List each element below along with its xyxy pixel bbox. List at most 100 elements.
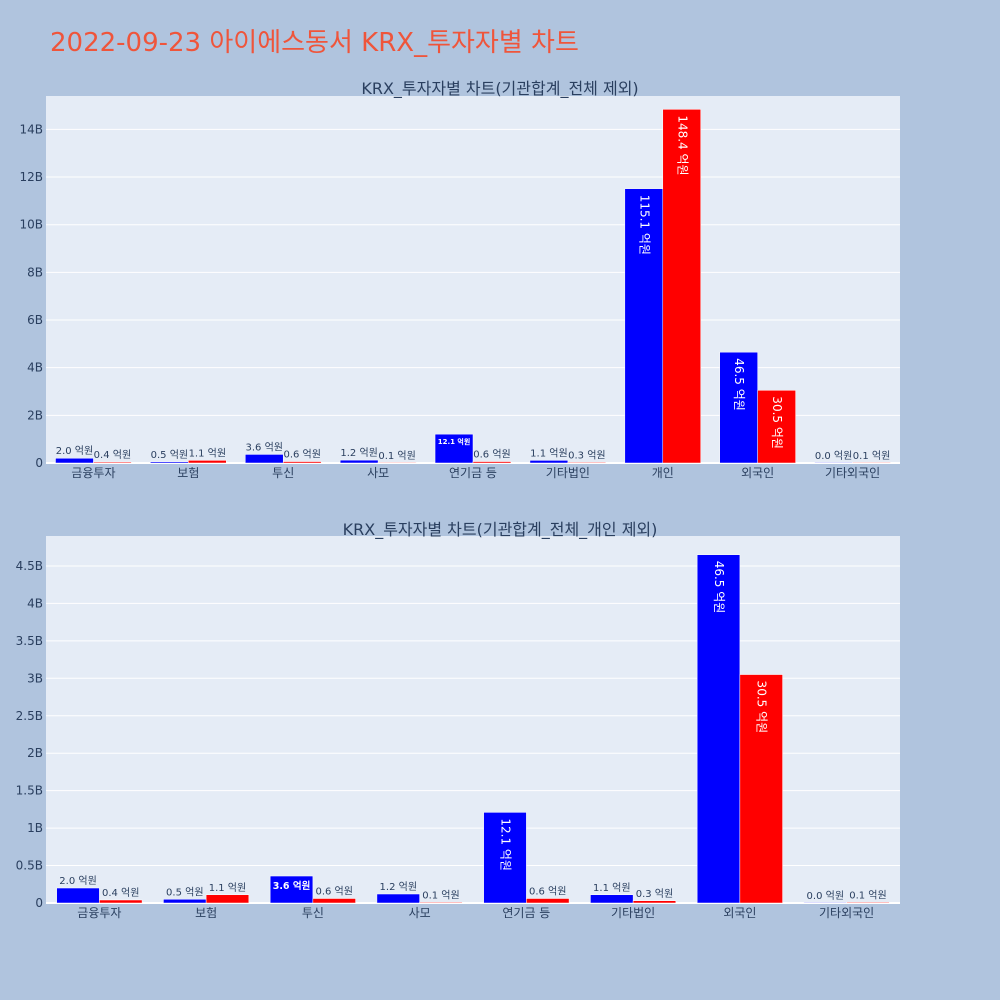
x-tick-label: 기타법인: [611, 906, 655, 920]
page-title: 2022-09-23 아이에스동서 KRX_투자자별 차트: [50, 28, 579, 58]
bar-data-label: 3.6 억원: [246, 441, 283, 453]
y-tick-label: 4B: [27, 596, 43, 610]
x-tick-label: 보험: [195, 906, 217, 920]
bar-data-label: 12.1 억원: [438, 437, 471, 446]
bar: [846, 902, 890, 904]
bar-data-label: 46.5 억원: [712, 561, 726, 614]
bar-data-label: 30.5 억원: [770, 396, 784, 449]
bar: [852, 462, 891, 464]
bar-data-label: 0.0 억원: [807, 890, 844, 902]
y-tick-label: 2.5B: [16, 709, 43, 723]
bar: [377, 462, 417, 464]
bar-data-label: 3.6 억원: [273, 880, 311, 892]
bar: [803, 902, 847, 904]
bar-data-label: 2.0 억원: [56, 445, 93, 457]
y-tick-label: 3B: [27, 671, 43, 685]
bar-data-label: 0.4 억원: [102, 887, 139, 899]
chart-title: KRX_투자자별 차트(기관합계_전체_개인 제외): [343, 520, 658, 540]
chart-title: KRX_투자자별 차트(기관합계_전체 제외): [361, 79, 638, 99]
x-tick-label: 기타외국인: [825, 466, 880, 480]
bar-data-label: 0.1 억원: [849, 889, 886, 901]
bar: [419, 902, 463, 904]
bar-data-label: 1.1 억원: [209, 882, 246, 894]
x-tick-label: 금융투자: [71, 466, 115, 480]
bar-data-label: 46.5 억원: [732, 358, 746, 411]
bar-data-label: 1.1 억원: [189, 447, 226, 459]
x-tick-label: 사모: [409, 906, 431, 920]
x-tick-label: 연기금 등: [502, 906, 550, 920]
bar-data-label: 0.6 억원: [315, 886, 352, 898]
bar-data-label: 12.1 억원: [499, 818, 513, 871]
bar: [99, 899, 143, 904]
bar: [739, 674, 783, 904]
x-tick-label: 기타외국인: [819, 906, 874, 920]
y-tick-label: 2B: [27, 746, 43, 760]
bar: [245, 454, 284, 464]
bar: [55, 457, 94, 464]
x-tick-label: 연기금 등: [449, 466, 497, 480]
bar: [662, 109, 701, 464]
bar: [205, 894, 250, 904]
bar-data-label: 0.3 억원: [568, 449, 605, 461]
x-tick-label: 금융투자: [77, 906, 121, 920]
bar: [757, 390, 796, 464]
y-tick-label: 2B: [27, 408, 43, 422]
bar-data-label: 0.4 억원: [94, 449, 131, 461]
bar-data-label: 115.1 억원: [637, 195, 651, 255]
bar: [632, 900, 677, 904]
bar-data-label: 1.2 억원: [380, 881, 417, 893]
bar: [282, 461, 322, 464]
y-tick-label: 0: [35, 896, 43, 910]
bar: [814, 462, 853, 464]
y-tick-label: 12B: [19, 170, 43, 184]
bar-data-label: 0.0 억원: [815, 450, 852, 462]
bar-data-label: 0.5 억원: [151, 449, 188, 461]
y-tick-label: 4.5B: [16, 559, 43, 573]
x-tick-label: 개인: [652, 466, 674, 480]
y-tick-label: 8B: [27, 265, 43, 279]
bar: [376, 893, 420, 904]
bar-data-label: 0.3 억원: [636, 888, 673, 900]
x-tick-label: 사모: [367, 466, 389, 480]
x-tick-label: 기타법인: [546, 466, 590, 480]
bar: [56, 887, 100, 904]
bar: [590, 894, 634, 904]
bar: [529, 460, 569, 464]
bar: [188, 460, 227, 464]
bar-data-label: 0.1 억원: [378, 450, 415, 462]
bar-data-label: 0.1 억원: [853, 450, 890, 462]
bar: [483, 812, 527, 904]
bar-data-label: 0.6 억원: [283, 449, 320, 461]
bar-data-label: 0.5 억원: [166, 886, 203, 898]
bar-data-label: 0.6 억원: [473, 449, 510, 461]
bar: [93, 461, 132, 464]
y-tick-label: 1B: [27, 821, 43, 835]
bar-data-label: 1.1 억원: [530, 447, 567, 459]
bar: [339, 459, 379, 464]
y-tick-label: 14B: [19, 122, 43, 136]
bar: [526, 898, 570, 904]
bar: [269, 875, 314, 904]
bar: [150, 461, 189, 464]
y-tick-label: 10B: [19, 218, 43, 232]
bar-data-label: 148.4 억원: [675, 115, 689, 175]
bar-data-label: 30.5 억원: [755, 681, 769, 734]
y-tick-label: 6B: [27, 313, 43, 327]
bar: [312, 898, 356, 904]
bar-data-label: 1.2 억원: [340, 447, 377, 459]
bar: [567, 462, 607, 464]
bar: [696, 554, 741, 904]
y-tick-label: 0.5B: [16, 859, 43, 873]
bar-data-label: 2.0 억원: [59, 875, 96, 887]
x-tick-label: 투신: [302, 906, 324, 920]
x-tick-label: 보험: [177, 466, 199, 480]
x-tick-label: 외국인: [723, 906, 756, 920]
x-tick-label: 외국인: [741, 466, 774, 480]
y-tick-label: 4B: [27, 361, 43, 375]
bar-data-label: 0.1 억원: [422, 889, 459, 901]
y-tick-label: 3.5B: [16, 634, 43, 648]
y-tick-label: 1.5B: [16, 784, 43, 798]
bar: [163, 899, 207, 904]
bar-data-label: 1.1 억원: [593, 882, 630, 894]
